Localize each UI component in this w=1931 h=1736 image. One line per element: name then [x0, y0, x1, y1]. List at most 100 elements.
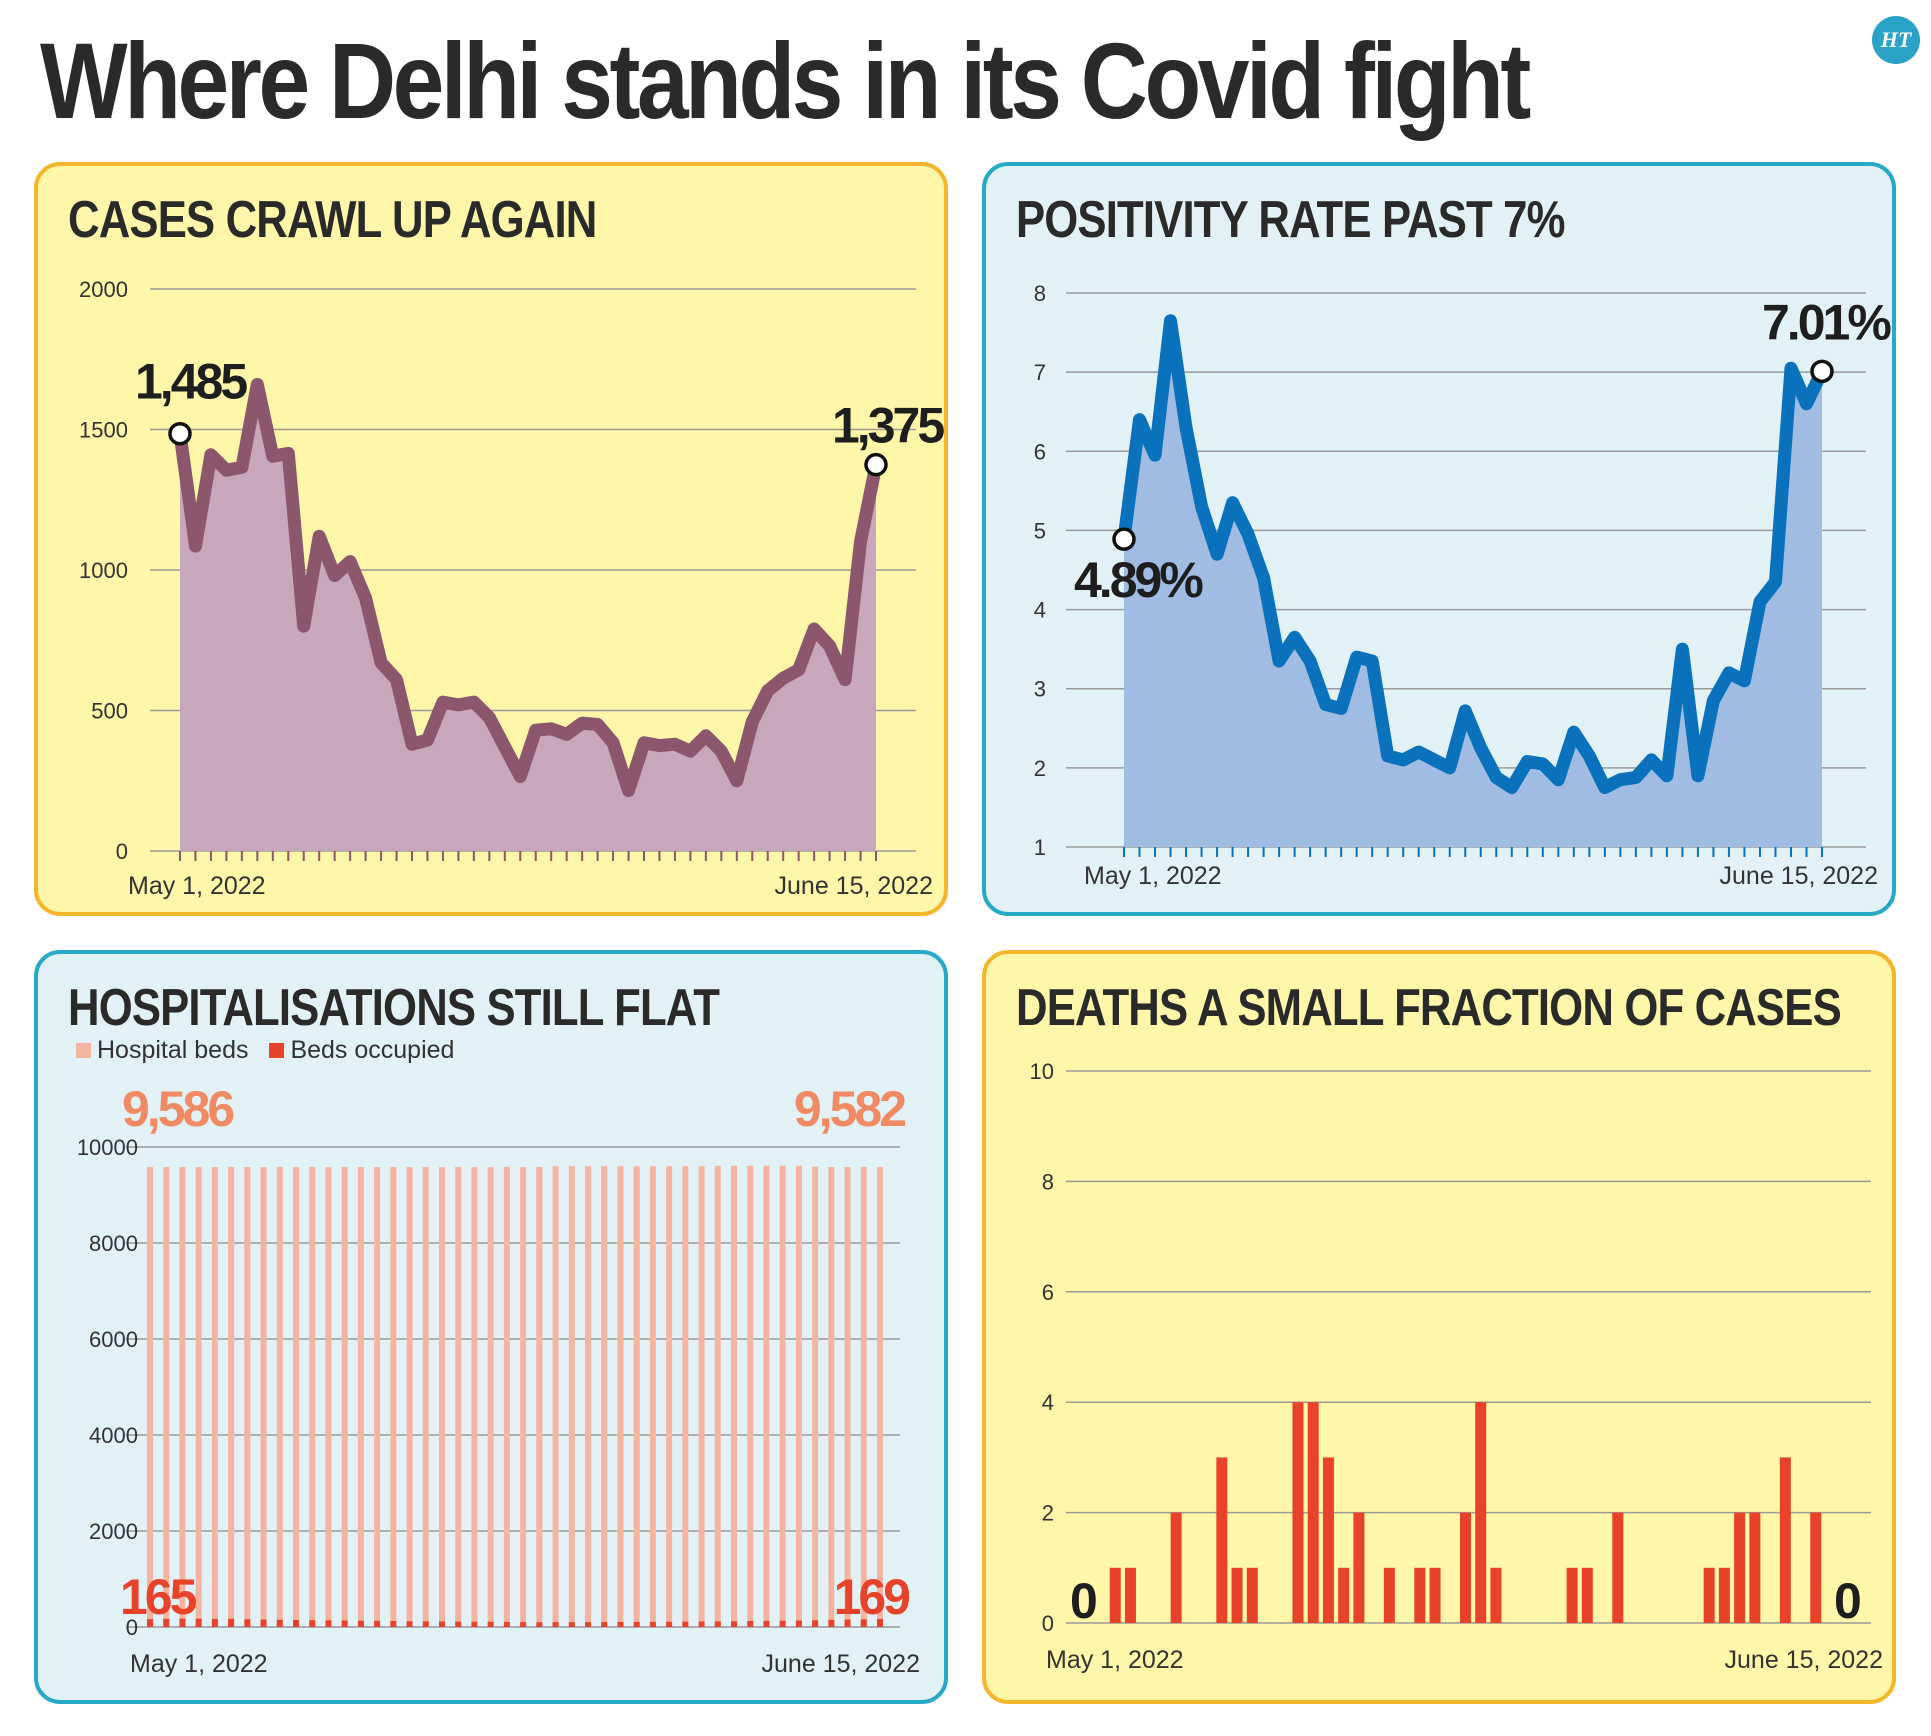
positivity-data-point [1354, 655, 1359, 660]
hospitalisations-legend: Hospital beds Beds occupied [76, 1036, 468, 1065]
positivity-data-point [1525, 759, 1530, 764]
beds-occupied-bar [698, 1621, 705, 1627]
deaths-bar [1612, 1512, 1624, 1623]
positivity-data-point [1385, 753, 1390, 758]
hospital-beds-bar [844, 1167, 851, 1627]
cases-data-point [301, 624, 306, 629]
positivity-chart: 1 2 3 4 5 6 7 8 May 1, 2022 June 15, 2022 4.89% 7.0… [1034, 281, 1895, 890]
positivity-data-point [1246, 532, 1251, 537]
cases-x-start-label: May 1, 2022 [128, 872, 266, 900]
cases-data-point [255, 382, 260, 387]
positivity-data-point [1323, 702, 1328, 707]
cases-callout-marker [168, 421, 192, 446]
deaths-bar [1810, 1512, 1822, 1623]
beds-occupied-bar [877, 1618, 883, 1627]
deaths-bar [1338, 1567, 1350, 1623]
cases-y-tick-label: 1500 [79, 418, 128, 443]
positivity-data-point [1447, 765, 1452, 770]
cases-callout-marker [864, 452, 888, 477]
hospital-beds-bar [471, 1167, 478, 1627]
positivity-data-point [1463, 708, 1468, 713]
beds-occupied-bar [341, 1620, 348, 1627]
beds-occupied-bar [617, 1622, 624, 1627]
beds-occupied-bar [374, 1620, 381, 1627]
positivity-y-tick-label: 8 [1034, 281, 1046, 306]
positivity-data-point [1308, 659, 1313, 664]
deaths-y-tick-label: 8 [1042, 1169, 1054, 1194]
hosp-y-tick-label: 10000 [77, 1135, 138, 1160]
cases-data-point [471, 700, 476, 705]
deaths-bar [1749, 1512, 1761, 1623]
deaths-panel: DEATHS A SMALL FRACTION OF CASES 0 2 4 6 8 10… [982, 950, 1896, 1704]
beds-occupied-bar [471, 1621, 478, 1627]
cases-data-point [379, 660, 384, 665]
cases-callout-label: 1,485 [135, 354, 247, 410]
beds-occupied-bar [147, 1619, 153, 1627]
page-title: Where Delhi stands in its Covid fight [40, 20, 1531, 141]
positivity-data-point [1494, 775, 1499, 780]
positivity-data-point [1478, 746, 1483, 751]
legend-swatch-beds-occupied [269, 1043, 285, 1058]
hospital-beds-bar [455, 1166, 462, 1627]
cases-data-point [317, 534, 322, 539]
hospital-beds-bar [828, 1166, 835, 1627]
hospital-beds-bar [357, 1167, 364, 1627]
positivity-data-point [1277, 659, 1282, 664]
hospital-beds-bar [147, 1166, 153, 1627]
positivity-y-tick-label: 7 [1034, 360, 1046, 385]
cases-data-point [425, 738, 430, 743]
beds-occupied-bar [568, 1622, 575, 1627]
beds-occupied-bar [844, 1619, 851, 1627]
cases-data-point [286, 451, 291, 456]
hospital-beds-bar [682, 1166, 689, 1627]
positivity-data-point [1726, 670, 1731, 675]
cases-data-point [672, 742, 677, 747]
legend-item-beds-occupied: Beds occupied [269, 1036, 454, 1064]
beds-occupied-bar [601, 1622, 608, 1627]
positivity-data-point [1215, 552, 1220, 557]
cases-panel: CASES CRAWL UP AGAIN 0 500 1000 1500 2000 May… [34, 162, 948, 916]
hosp-y-tick-label: 6000 [89, 1327, 138, 1352]
beds-occupied-bar [276, 1619, 283, 1627]
hospital-beds-last-label: 9,582 [794, 1081, 905, 1137]
deaths-bar [1353, 1512, 1365, 1623]
deaths-bar [1322, 1457, 1334, 1623]
hospitalisations-panel: HOSPITALISATIONS STILL FLAT Hospital bed… [34, 950, 948, 1704]
hospital-beds-bar [601, 1166, 608, 1627]
beds-occupied-bar [585, 1622, 591, 1627]
hospital-beds-bar [341, 1166, 348, 1627]
cases-data-point [533, 728, 538, 733]
cases-data-point [719, 749, 724, 754]
beds-occupied-bar [682, 1621, 689, 1627]
positivity-data-point [1168, 318, 1173, 323]
cases-data-point [224, 468, 229, 473]
hospital-beds-bar [390, 1166, 397, 1627]
hospital-beds-bar [795, 1165, 802, 1627]
positivity-data-point [1401, 757, 1406, 762]
deaths-bar [1460, 1512, 1471, 1623]
deaths-bar [1429, 1567, 1441, 1623]
cases-data-point [456, 702, 461, 707]
cases-data-point [703, 733, 708, 738]
hospital-beds-bar [585, 1166, 591, 1627]
hospital-beds-bar [877, 1167, 883, 1627]
beds-occupied-bar [357, 1620, 364, 1627]
deaths-bar [1779, 1457, 1791, 1623]
hospital-beds-bar [520, 1167, 527, 1627]
deaths-y-tick-label: 4 [1042, 1390, 1054, 1415]
hospital-beds-bar [195, 1167, 202, 1627]
positivity-y-tick-label: 2 [1034, 756, 1046, 781]
cases-data-point [626, 788, 631, 793]
beds-occupied-bar [633, 1621, 640, 1627]
hospital-beds-bar [860, 1166, 867, 1627]
hospital-beds-bar [649, 1166, 656, 1627]
positivity-data-point [1184, 425, 1189, 430]
ht-logo-icon: HT [1872, 16, 1920, 64]
legend-label-hospital-beds: Hospital beds [97, 1036, 249, 1064]
positivity-chart-title: POSITIVITY RATE PAST 7% [1016, 191, 1565, 249]
beds-occupied-bar [860, 1619, 867, 1627]
deaths-y-tick-label: 0 [1042, 1611, 1054, 1636]
beds-occupied-bar [795, 1620, 802, 1627]
beds-occupied-bar [163, 1618, 170, 1627]
